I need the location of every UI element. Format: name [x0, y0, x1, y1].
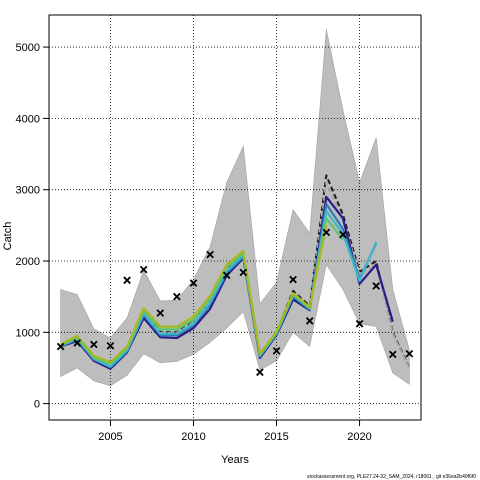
- y-axis-label: Catch: [2, 222, 14, 251]
- observed-point: [90, 340, 98, 349]
- x-tick-label: 2010: [181, 431, 205, 443]
- footer-credit: stockassessment.org, PLE27.24-32_SAM_202…: [307, 474, 476, 480]
- y-tick-label: 0: [34, 399, 40, 411]
- plot-frame: [48, 14, 422, 421]
- observed-point: [106, 342, 115, 350]
- x-axis-label: Years: [221, 454, 249, 466]
- y-tick-label: 4000: [16, 113, 40, 125]
- observed-point: [73, 339, 82, 347]
- observed-point: [239, 268, 248, 277]
- observed-point: [173, 292, 181, 301]
- x-tick-label: 2005: [98, 431, 122, 443]
- observed-point: [139, 265, 148, 274]
- series-layer: [60, 174, 411, 370]
- y-axis: 0 1000 2000 3000 4000 5000: [16, 42, 49, 411]
- observed-point: [355, 319, 364, 328]
- observed-point: [405, 349, 414, 358]
- observed-point: [305, 317, 314, 325]
- observed-point: [339, 230, 347, 239]
- observed-point: [388, 350, 397, 359]
- grid-layer: [49, 15, 421, 420]
- observed-point: [189, 279, 198, 287]
- x-axis: 2005 2010 2015 2020: [98, 420, 372, 443]
- observed-point: [289, 275, 297, 284]
- observed-point: [156, 309, 165, 317]
- observed-point: [123, 276, 131, 285]
- observed-point: [206, 250, 214, 259]
- x-tick-label: 2015: [264, 431, 288, 443]
- observed-point: [222, 271, 231, 280]
- series-line-7: [60, 225, 328, 364]
- y-tick-label: 2000: [16, 256, 40, 268]
- y-tick-label: 1000: [16, 327, 40, 339]
- observed-point: [322, 228, 331, 237]
- observed-point: [56, 342, 65, 351]
- observed-points-layer: [56, 228, 414, 377]
- observed-point: [372, 282, 380, 290]
- observed-point: [272, 346, 281, 355]
- y-tick-label: 5000: [16, 42, 40, 54]
- observed-point: [256, 368, 264, 377]
- x-tick-label: 2020: [347, 431, 371, 443]
- y-tick-label: 3000: [16, 185, 40, 197]
